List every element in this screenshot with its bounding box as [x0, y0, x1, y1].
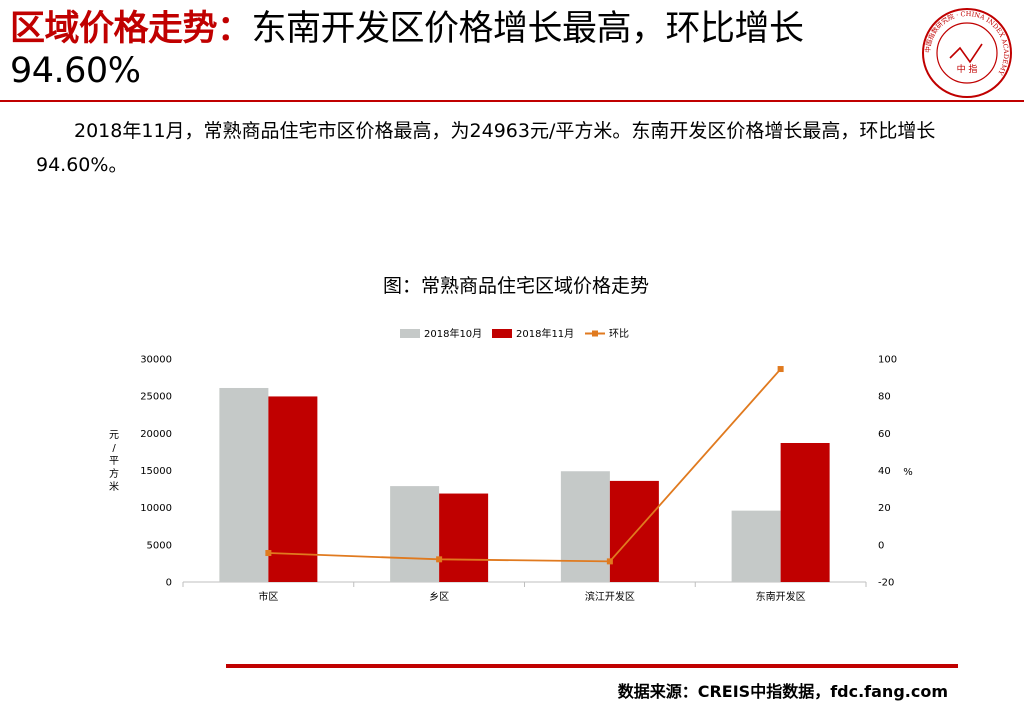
- y-tick-label-6: 30000: [140, 355, 172, 366]
- y-tick-label-1: 5000: [147, 540, 172, 551]
- x-tick-label-1: 乡区: [429, 591, 449, 603]
- legend-swatch-0: [400, 329, 420, 338]
- y2-tick-label-6: 100: [878, 355, 897, 366]
- legend-label-1: 2018年11月: [516, 327, 574, 340]
- china-index-academy-logo: 中国指数研究院 · CHINA INDEX ACADEMY 中 指: [922, 8, 1012, 98]
- legend-swatch-1: [492, 329, 512, 338]
- chart-title: 图：常熟商品住宅区域价格走势: [383, 275, 649, 297]
- line-point-2: [606, 558, 613, 565]
- legend-label-2: 环比: [609, 328, 629, 340]
- bar-oct-1: [390, 486, 440, 582]
- title-divider: [0, 100, 1024, 102]
- page-title: 区域价格走势：东南开发区价格增长最高，环比增长94.60%: [10, 8, 910, 92]
- data-source: 数据来源：CREIS中指数据，fdc.fang.com: [617, 682, 948, 701]
- y2-tick-label-4: 60: [878, 429, 891, 440]
- line-point-0: [265, 550, 272, 557]
- y2-tick-label-3: 40: [878, 466, 891, 477]
- x-tick-label-0: 市区: [258, 590, 278, 603]
- y2-tick-label-5: 80: [878, 392, 891, 403]
- y2-axis-label: %: [903, 467, 913, 478]
- logo-center-text: 中 指: [957, 63, 978, 75]
- y-tick-label-3: 15000: [140, 466, 172, 477]
- y2-tick-label-2: 20: [878, 503, 891, 514]
- bar-nov-3: [780, 442, 830, 582]
- chart-legend: 2018年10月 2018年11月 环比: [400, 327, 629, 340]
- legend-label-0: 2018年10月: [424, 327, 482, 340]
- y2-tick-label-0: -20: [878, 578, 894, 589]
- footer-divider: [226, 664, 958, 668]
- y-tick-label-5: 25000: [140, 392, 172, 403]
- y2-tick-label-1: 0: [878, 540, 884, 551]
- y-tick-label-0: 0: [166, 578, 172, 589]
- y-tick-label-2: 10000: [140, 503, 172, 514]
- bar-oct-2: [560, 471, 610, 582]
- x-tick-label-3: 东南开发区: [756, 590, 806, 603]
- y-axis-label: 元/平方米: [109, 430, 119, 493]
- summary-paragraph: 2018年11月，常熟商品住宅市区价格最高，为24963元/平方米。东南开发区价…: [36, 120, 936, 176]
- legend-marker-2: [592, 330, 598, 337]
- line-point-3: [777, 366, 784, 373]
- region-price-chart: 图：常熟商品住宅区域价格走势 2018年10月 2018年11月 环比 0 5000 1…: [109, 275, 913, 603]
- bar-nov-1: [439, 493, 489, 582]
- line-mom-series: [268, 368, 782, 563]
- bar-oct-3: [731, 510, 781, 582]
- bar-nov-2: [609, 480, 659, 582]
- title-highlight: 区域价格走势：: [10, 9, 252, 49]
- bar-oct-0: [219, 387, 269, 582]
- bar-nov-0: [268, 396, 318, 582]
- title-rest: 东南开发区价格增长最高，环比增长94.60%: [10, 9, 804, 91]
- x-tick-label-2: 滨江开发区: [585, 590, 635, 603]
- line-point-1: [436, 556, 443, 563]
- y-tick-label-4: 20000: [140, 429, 172, 440]
